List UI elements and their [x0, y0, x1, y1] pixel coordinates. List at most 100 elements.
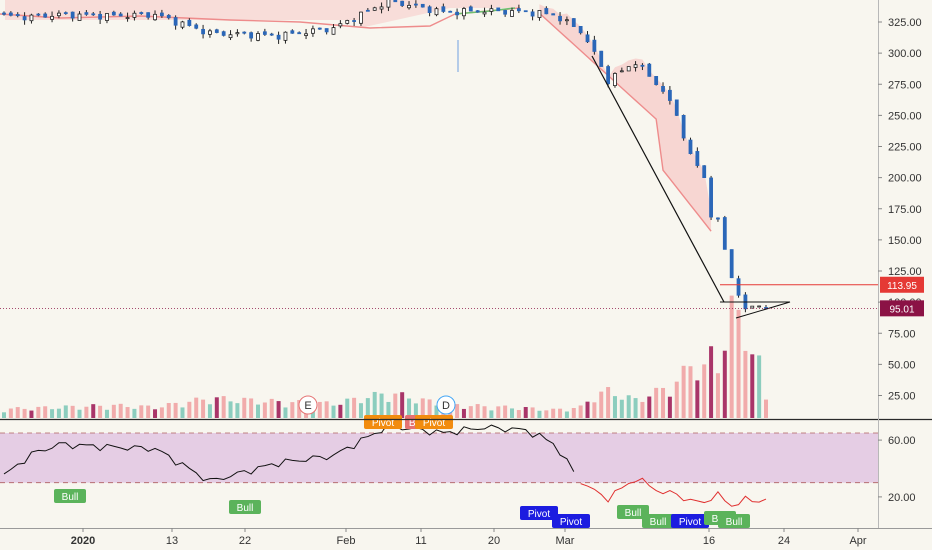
volume-bar — [516, 410, 521, 418]
volume-bar — [674, 381, 679, 418]
price-tick-label: 250.00 — [888, 110, 922, 122]
volume-bar — [379, 393, 384, 418]
volume-bar — [503, 405, 508, 418]
candle-body-up — [359, 11, 363, 24]
candle-body-down — [297, 32, 302, 35]
volume-bar — [221, 396, 226, 418]
signal-badge-label: Bull — [726, 517, 743, 528]
candle-body-up — [626, 66, 631, 72]
candle — [667, 86, 672, 105]
volume-bar — [173, 402, 178, 418]
candle-body-up — [256, 33, 260, 41]
volume-bar — [235, 403, 240, 418]
candle-body-down — [221, 31, 226, 36]
candle — [173, 15, 178, 30]
candle-body-up — [619, 70, 624, 73]
candle — [70, 11, 75, 22]
pennant-lines — [720, 301, 791, 319]
candle — [420, 3, 425, 8]
signal-badge-bg — [229, 500, 261, 514]
candle — [146, 12, 151, 20]
signal-badge-bull[interactable]: Bull — [642, 514, 674, 528]
candle-body-up — [105, 13, 109, 21]
candle — [297, 31, 302, 35]
time-tick-label: 11 — [415, 535, 426, 547]
candle-body-down — [187, 19, 192, 26]
candle-body-down — [496, 7, 501, 12]
candle — [242, 31, 247, 35]
volume-bar — [15, 407, 20, 418]
event-marker-letter: D — [442, 400, 450, 412]
candle-body-down — [592, 39, 597, 52]
candle — [441, 3, 446, 13]
volume-bar — [22, 408, 27, 418]
candle — [187, 18, 192, 27]
candle — [359, 11, 363, 26]
candle — [674, 99, 679, 116]
candle-body-up — [125, 17, 130, 19]
candle-body-down — [448, 10, 453, 13]
volume-bar — [276, 401, 281, 418]
signal-badge-bull[interactable]: Bull — [617, 505, 649, 519]
event-marker-circle — [298, 395, 318, 415]
keltner-lower-line — [0, 7, 521, 29]
signal-badge-bull[interactable]: Bull — [718, 514, 750, 528]
candle — [235, 29, 240, 37]
volume-bar — [592, 402, 597, 418]
candle — [647, 62, 652, 77]
candle-body-down — [654, 75, 659, 86]
signal-badge-pivot[interactable]: Pivot — [415, 415, 453, 429]
candle — [750, 305, 755, 309]
signal-badge-label: Bull — [650, 517, 667, 528]
candle-body-up — [57, 12, 61, 17]
time-tick-label: 22 — [239, 535, 251, 547]
signal-badge-bull[interactable]: Bull — [229, 500, 261, 514]
signal-badge-bull[interactable]: Bull — [54, 489, 86, 503]
signal-badge-pivot[interactable]: Pivot — [520, 506, 558, 520]
candle — [585, 31, 590, 43]
volume-bar — [400, 392, 405, 418]
volume-bar — [681, 365, 686, 418]
candle-body-down — [324, 28, 329, 33]
volume-bar — [510, 408, 514, 418]
volume-bar — [571, 407, 576, 418]
volume-bar — [201, 399, 206, 418]
volume-bar — [77, 409, 82, 418]
event-marker-d[interactable]: D — [436, 395, 456, 415]
candle-body-down — [393, 0, 398, 3]
signal-badge-pivot[interactable]: Pivot — [552, 514, 590, 528]
price-tick-label: 300.00 — [888, 48, 922, 60]
signal-badge-bg — [54, 489, 86, 503]
candle — [496, 7, 501, 12]
volume-bar — [695, 380, 700, 418]
candle-body-up — [29, 14, 34, 22]
volume-bar — [523, 407, 528, 418]
volume-bar — [386, 401, 391, 418]
volume-bar — [283, 407, 288, 418]
candle — [228, 30, 233, 41]
volume-bar — [750, 354, 755, 418]
candle-body-down — [455, 11, 459, 16]
volume-bar — [207, 404, 212, 418]
trendline-down — [591, 55, 725, 303]
volume-bar — [297, 399, 302, 418]
candle — [626, 66, 631, 72]
candle — [194, 23, 199, 30]
price-tick-label: 150.00 — [888, 235, 922, 247]
event-marker-e[interactable]: E — [298, 395, 318, 415]
candle-body-down — [695, 151, 700, 166]
signal-badge-pivot[interactable]: Pivot — [671, 514, 709, 528]
rsi-pane[interactable]: BullBullPivotBePivotPivotPivotBullBullPi… — [0, 415, 878, 528]
price-tick-label: 175.00 — [888, 204, 922, 216]
candle — [15, 12, 20, 18]
time-tick-label: 16 — [703, 535, 715, 547]
candle — [413, 0, 418, 8]
candle-body-up — [537, 10, 542, 18]
volume-bar — [352, 397, 357, 418]
volume-bar — [111, 404, 116, 418]
candle — [702, 165, 707, 179]
signal-badge-pivot[interactable]: Pivot — [364, 415, 402, 429]
candle-body-up — [228, 34, 233, 39]
